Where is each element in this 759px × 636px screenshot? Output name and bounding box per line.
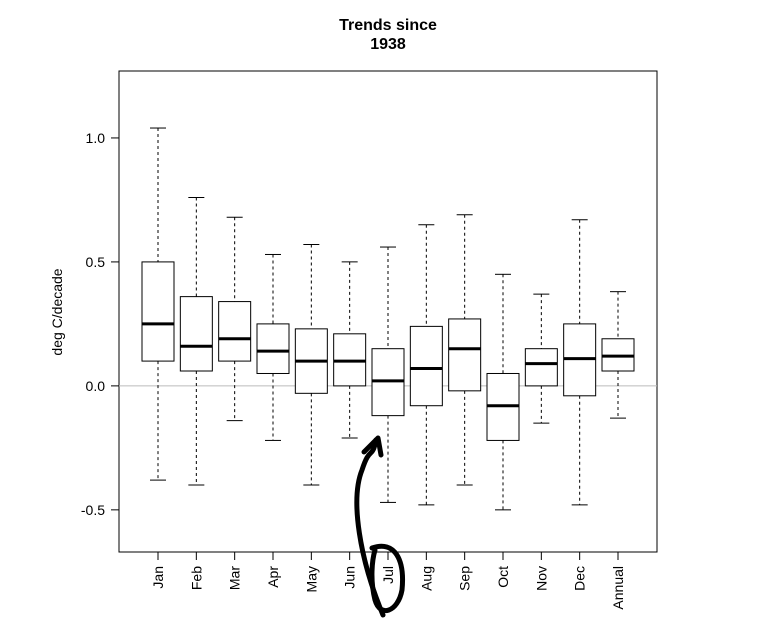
x-tick-label: Dec <box>572 566 588 591</box>
x-tick-label: Mar <box>227 566 243 590</box>
x-tick-label: May <box>303 566 319 592</box>
box <box>256 323 290 374</box>
y-tick-label: 0.0 <box>86 378 106 394</box>
y-tick-label: -0.5 <box>81 502 105 518</box>
box <box>448 318 482 392</box>
x-tick-label: Jun <box>342 566 358 589</box>
x-tick-label: Jul <box>380 566 396 584</box>
box <box>524 348 558 387</box>
arrow-head <box>361 435 384 458</box>
y-tick-label: 0.5 <box>86 254 106 270</box>
y-tick-label: 1.0 <box>86 130 106 146</box>
hand-drawn-circle <box>369 543 406 614</box>
chart-title: 1938 <box>370 36 406 53</box>
y-axis-label: deg C/decade <box>49 268 65 355</box>
hand-drawn-arrow <box>354 437 386 618</box>
annotation <box>354 435 406 618</box>
box <box>218 301 252 362</box>
box <box>409 325 443 407</box>
x-tick-label: Annual <box>610 566 626 610</box>
chart-title: Trends since <box>339 17 437 34</box>
x-tick-label: Nov <box>533 566 549 591</box>
box <box>141 261 175 362</box>
box <box>179 296 213 372</box>
x-tick-label: Jan <box>150 566 166 589</box>
x-tick-label: Oct <box>495 566 511 588</box>
x-tick-label: Feb <box>188 566 204 590</box>
x-tick-label: Aug <box>418 566 434 591</box>
x-tick-label: Sep <box>457 566 473 591</box>
x-tick-label: Apr <box>265 566 281 588</box>
